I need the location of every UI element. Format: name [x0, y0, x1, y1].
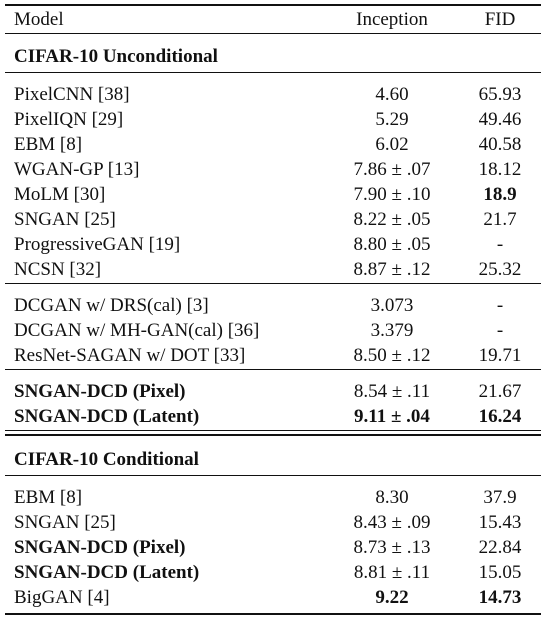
model-name: WGAN-GP [13]: [14, 159, 140, 180]
fid-score: 25.32: [478, 259, 522, 280]
inception-score: 8.87 ± .12: [353, 259, 431, 280]
bottom-rule: [5, 613, 541, 615]
model-name: ResNet-SAGAN w/ DOT [33]: [14, 345, 246, 366]
header-rule: [5, 33, 541, 34]
inception-score: 9.11 ± .04: [354, 406, 430, 427]
inception-score: 8.73 ± .13: [353, 537, 431, 558]
inception-score: 5.29: [375, 109, 409, 130]
inception-score: 8.22 ± .05: [353, 209, 431, 230]
fid-score: -: [496, 320, 504, 341]
model-name: PixelIQN [29]: [14, 109, 124, 130]
title-rule: [5, 475, 541, 476]
fid-score: 21.67: [478, 381, 522, 402]
fid-score: -: [496, 234, 504, 255]
section-title: CIFAR-10 Unconditional: [14, 46, 218, 67]
model-name: EBM [8]: [14, 487, 83, 508]
inception-score: 6.02: [375, 134, 409, 155]
inception-score: 8.54 ± .11: [353, 381, 431, 402]
top-rule: [5, 4, 541, 6]
model-name: EBM [8]: [14, 134, 83, 155]
fid-score: 15.43: [478, 512, 522, 533]
fid-score: 22.84: [478, 537, 522, 558]
header-cell: Model: [14, 9, 64, 30]
model-name: DCGAN w/ DRS(cal) [3]: [14, 295, 209, 316]
fid-score: 18.9: [483, 184, 517, 205]
model-name: SNGAN-DCD (Latent): [14, 562, 200, 583]
inception-score: 8.43 ± .09: [353, 512, 431, 533]
fid-score: -: [496, 295, 504, 316]
section-title: CIFAR-10 Conditional: [14, 449, 199, 470]
model-name: SNGAN-DCD (Pixel): [14, 381, 186, 402]
group-rule: [5, 283, 541, 284]
section-rule: [5, 434, 541, 436]
inception-score: 3.379: [370, 320, 414, 341]
model-name: SNGAN-DCD (Latent): [14, 406, 200, 427]
model-name: NCSN [32]: [14, 259, 102, 280]
inception-score: 9.22: [375, 587, 409, 608]
inception-score: 3.073: [370, 295, 414, 316]
inception-score: 7.90 ± .10: [353, 184, 431, 205]
fid-score: 37.9: [483, 487, 517, 508]
model-name: BigGAN [4]: [14, 587, 110, 608]
model-name: PixelCNN [38]: [14, 84, 130, 105]
inception-score: 7.86 ± .07: [353, 159, 431, 180]
fid-score: 16.24: [478, 406, 522, 427]
model-name: SNGAN [25]: [14, 209, 116, 230]
model-name: SNGAN-DCD (Pixel): [14, 537, 186, 558]
header-cell: FID: [484, 9, 516, 30]
fid-score: 19.71: [478, 345, 522, 366]
fid-score: 49.46: [478, 109, 522, 130]
title-rule: [5, 72, 541, 73]
model-name: ProgressiveGAN [19]: [14, 234, 181, 255]
inception-score: 8.80 ± .05: [353, 234, 431, 255]
fid-score: 18.12: [478, 159, 522, 180]
fid-score: 15.05: [478, 562, 522, 583]
inception-score: 8.30: [375, 487, 409, 508]
fid-score: 14.73: [478, 587, 522, 608]
fid-score: 65.93: [478, 84, 522, 105]
fid-score: 40.58: [478, 134, 522, 155]
fid-score: 21.7: [483, 209, 517, 230]
group-rule: [5, 369, 541, 370]
header-cell: Inception: [356, 9, 428, 30]
section-rule: [5, 430, 541, 431]
inception-score: 4.60: [375, 84, 409, 105]
model-name: DCGAN w/ MH-GAN(cal) [36]: [14, 320, 260, 341]
inception-score: 8.50 ± .12: [353, 345, 431, 366]
model-name: SNGAN [25]: [14, 512, 116, 533]
inception-score: 8.81 ± .11: [353, 562, 431, 583]
model-name: MoLM [30]: [14, 184, 106, 205]
